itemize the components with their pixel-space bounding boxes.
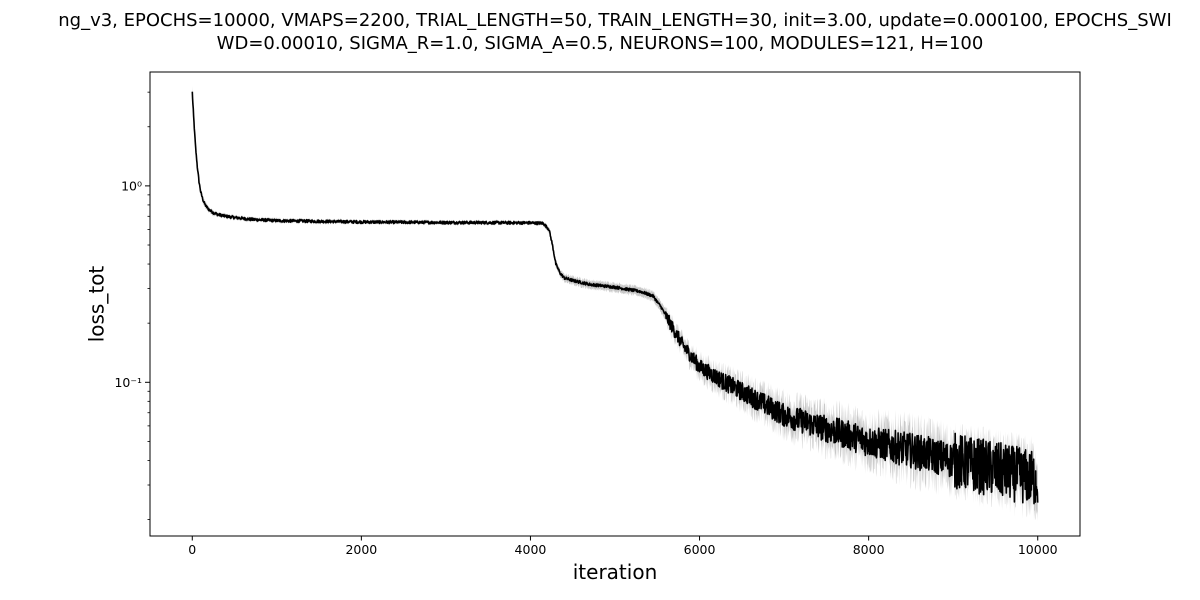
x-axis: 0 2000 4000 6000 8000 10000 — [188, 536, 1058, 557]
x-tick-label: 4000 — [515, 542, 547, 557]
x-axis-label: iteration — [573, 560, 658, 584]
y-tick-label: 10⁻¹ — [114, 375, 142, 390]
axes-frame — [149, 71, 1081, 537]
y-axis-label: loss_tot — [85, 266, 109, 343]
confidence-band — [192, 86, 1038, 521]
x-tick-label: 8000 — [853, 542, 885, 557]
plot-area — [191, 86, 1039, 521]
chart-title-line-2: WD=0.00010, SIGMA_R=1.0, SIGMA_A=0.5, NE… — [216, 33, 984, 54]
x-tick-label: 0 — [188, 542, 196, 557]
y-tick-label: 10⁰ — [121, 178, 142, 193]
loss-line — [191, 91, 1039, 505]
x-tick-label: 10000 — [1018, 542, 1058, 557]
chart-title-line-1: ng_v3, EPOCHS=10000, VMAPS=2200, TRIAL_L… — [58, 10, 1172, 31]
x-tick-label: 2000 — [345, 542, 377, 557]
x-tick-label: 6000 — [684, 542, 716, 557]
y-axis: 10⁻¹ 10⁰ — [114, 91, 150, 520]
